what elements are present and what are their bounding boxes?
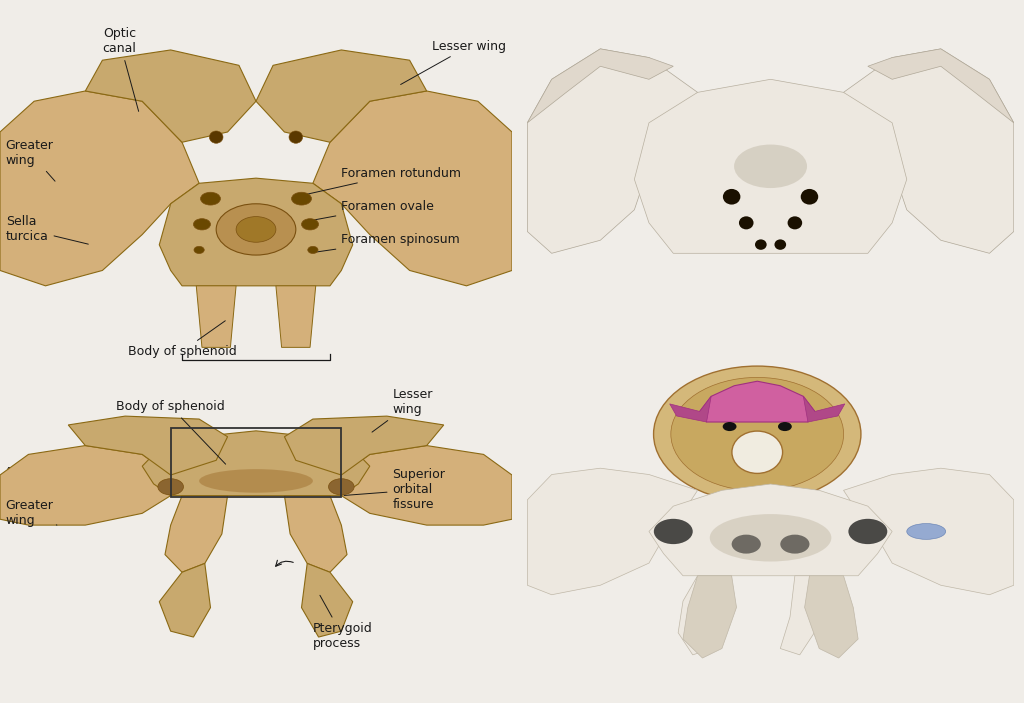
Text: Lesser wing: Lesser wing [400, 39, 506, 84]
Ellipse shape [301, 219, 318, 230]
Ellipse shape [158, 479, 183, 495]
Polygon shape [197, 286, 237, 347]
Circle shape [723, 422, 736, 431]
Polygon shape [341, 446, 512, 525]
Circle shape [739, 217, 754, 229]
Polygon shape [160, 178, 352, 286]
Circle shape [848, 519, 887, 544]
Text: Foramen rotundum: Foramen rotundum [301, 167, 462, 195]
Polygon shape [275, 286, 315, 347]
Polygon shape [649, 484, 892, 576]
Text: Body of sphenoid: Body of sphenoid [128, 321, 237, 358]
Polygon shape [678, 576, 731, 655]
Circle shape [653, 519, 692, 544]
Ellipse shape [907, 524, 946, 539]
Text: Greater
wing: Greater wing [6, 499, 57, 527]
Polygon shape [868, 49, 1014, 123]
Polygon shape [670, 396, 711, 422]
Polygon shape [285, 416, 443, 475]
Circle shape [289, 131, 303, 143]
Polygon shape [0, 446, 171, 525]
Text: Foramen ovale: Foramen ovale [307, 200, 434, 221]
Text: (a)  Superior view: (a) Superior view [5, 467, 153, 482]
Ellipse shape [732, 431, 782, 473]
Circle shape [787, 217, 802, 229]
Ellipse shape [237, 217, 275, 243]
Ellipse shape [194, 219, 211, 230]
Text: Pterygoid
process: Pterygoid process [313, 595, 373, 650]
Ellipse shape [329, 479, 354, 495]
Polygon shape [527, 49, 674, 123]
Circle shape [780, 534, 809, 554]
Ellipse shape [194, 246, 204, 254]
Circle shape [755, 240, 767, 250]
Ellipse shape [671, 378, 844, 491]
Circle shape [209, 131, 223, 143]
Text: Superior
orbital
fissure: Superior orbital fissure [344, 468, 445, 511]
Polygon shape [780, 576, 819, 655]
Bar [171, 428, 341, 497]
Polygon shape [256, 50, 427, 142]
Ellipse shape [653, 366, 861, 502]
Polygon shape [805, 576, 858, 658]
Polygon shape [844, 49, 1014, 253]
Ellipse shape [292, 192, 311, 205]
Ellipse shape [216, 204, 296, 255]
Polygon shape [301, 563, 352, 637]
Polygon shape [527, 49, 697, 253]
Text: Optic
canal: Optic canal [102, 27, 138, 111]
Ellipse shape [308, 246, 318, 254]
Circle shape [801, 189, 818, 205]
Polygon shape [313, 91, 512, 286]
Polygon shape [0, 91, 199, 286]
Ellipse shape [710, 514, 831, 562]
Polygon shape [165, 496, 227, 572]
Polygon shape [635, 79, 907, 253]
Circle shape [723, 189, 740, 205]
Text: Greater
wing: Greater wing [6, 138, 55, 181]
Polygon shape [699, 381, 815, 422]
Polygon shape [803, 396, 845, 422]
Polygon shape [85, 50, 256, 142]
Polygon shape [527, 468, 697, 595]
Ellipse shape [199, 469, 313, 493]
Text: Lesser
wing: Lesser wing [372, 388, 433, 432]
Circle shape [731, 534, 761, 554]
Circle shape [774, 240, 786, 250]
Polygon shape [683, 576, 736, 658]
Polygon shape [285, 496, 347, 572]
Polygon shape [160, 563, 211, 637]
Text: Foramen spinosum: Foramen spinosum [315, 233, 460, 252]
Ellipse shape [201, 192, 220, 205]
Text: Body of sphenoid: Body of sphenoid [117, 400, 225, 464]
Polygon shape [142, 431, 370, 496]
Polygon shape [69, 416, 227, 475]
Ellipse shape [734, 145, 807, 188]
Polygon shape [844, 468, 1014, 595]
Circle shape [778, 422, 792, 431]
Text: Sella
turcica: Sella turcica [6, 215, 88, 244]
